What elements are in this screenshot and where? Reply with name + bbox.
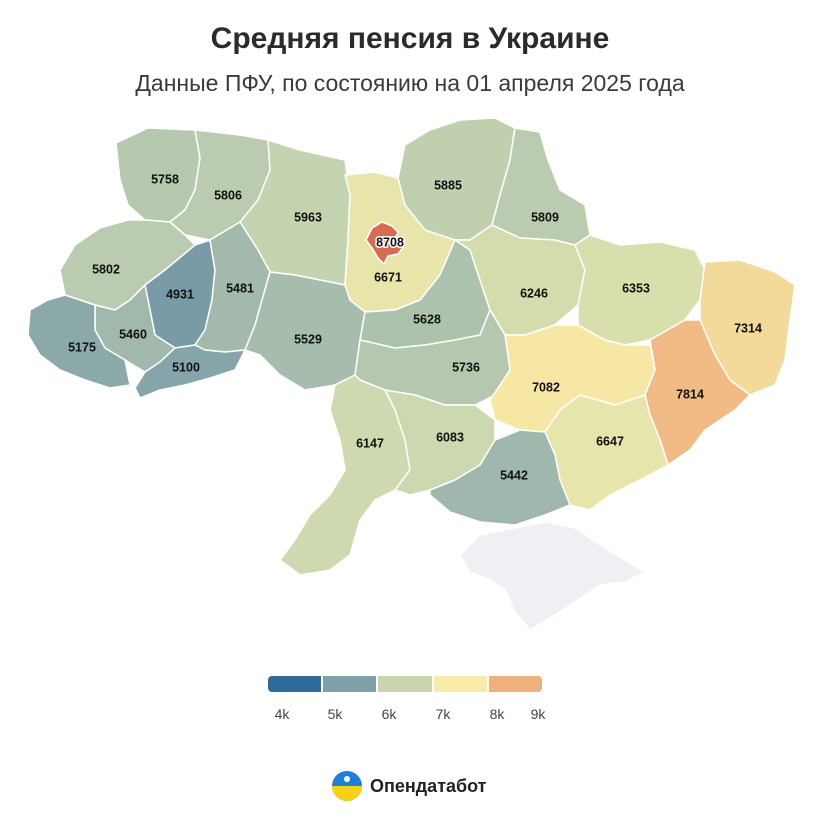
region-value-zhytomyr: 5963 bbox=[294, 210, 322, 224]
region-value-luhansk: 7314 bbox=[734, 321, 762, 335]
region-kherson bbox=[429, 429, 571, 526]
legend-tick: 9k bbox=[530, 706, 546, 722]
region-value-chernihiv: 5885 bbox=[434, 178, 462, 192]
region-value-sumy: 5809 bbox=[531, 210, 559, 224]
region-value-rivne: 5806 bbox=[214, 188, 242, 202]
region-value-kirovohrad: 5736 bbox=[452, 360, 480, 374]
legend-tick: 7k bbox=[435, 706, 451, 722]
region-value-odesa: 6147 bbox=[356, 436, 384, 450]
legend-tick: 5k bbox=[327, 706, 343, 722]
region-value-zakarpattia: 5175 bbox=[68, 340, 96, 354]
legend-tick: 8k bbox=[489, 706, 505, 722]
brand-name: Опендатабот bbox=[370, 775, 487, 796]
legend-segment bbox=[488, 676, 542, 692]
page-title: Средняя пенсия в Украине bbox=[210, 22, 610, 55]
region-value-donetsk: 7814 bbox=[676, 387, 704, 401]
region-value-poltava: 6246 bbox=[520, 286, 548, 300]
legend-segment bbox=[268, 676, 324, 692]
legend-tick: 4k bbox=[274, 706, 290, 722]
region-value-ivano-frankivsk: 5460 bbox=[119, 327, 147, 341]
region-value-chernivtsi: 5100 bbox=[172, 360, 200, 374]
legend-tick: 6k bbox=[381, 706, 397, 722]
region-value-kherson: 5442 bbox=[500, 468, 528, 482]
region-value-vinnytsia: 5529 bbox=[294, 332, 322, 346]
region-value-cherkasy: 5628 bbox=[413, 312, 441, 326]
brand: Опендатабот bbox=[332, 768, 487, 804]
region-kyiv-city bbox=[365, 221, 405, 265]
region-zakarpattia bbox=[27, 294, 131, 389]
region-odesa bbox=[279, 374, 411, 576]
region-crimea bbox=[459, 521, 646, 631]
region-value-zaporizhzhia: 6647 bbox=[596, 434, 624, 448]
region-value-mykolaiv: 6083 bbox=[436, 430, 464, 444]
color-legend: 4k 5k 6k 7k 8k 9k bbox=[268, 676, 545, 722]
region-value-volyn: 5758 bbox=[151, 172, 179, 186]
legend-segment bbox=[433, 676, 489, 692]
region-value-khmelnytskyi: 5481 bbox=[226, 281, 254, 295]
page-subtitle: Данные ПФУ, по состоянию на 01 апреля 20… bbox=[135, 70, 685, 96]
region-value-kharkiv: 6353 bbox=[622, 281, 650, 295]
legend-segment bbox=[323, 676, 379, 692]
legend-bar bbox=[268, 676, 542, 692]
legend-segment bbox=[378, 676, 434, 692]
region-value-lviv: 5802 bbox=[92, 262, 120, 276]
region-value-kyiv-oblast: 6671 bbox=[374, 270, 402, 284]
opendatabot-logo-icon bbox=[332, 771, 362, 801]
region-value-kyiv-city: 8708 bbox=[376, 235, 404, 249]
region-value-ternopil: 4931 bbox=[166, 287, 194, 301]
region-chernivtsi bbox=[134, 344, 246, 399]
region-value-dnipropetrovsk: 7082 bbox=[532, 380, 560, 394]
